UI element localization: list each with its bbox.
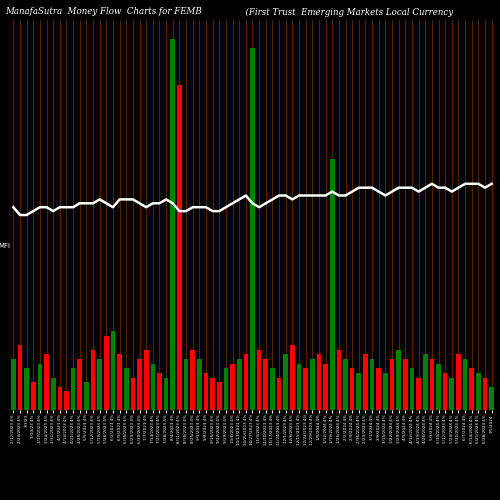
- Bar: [336, 350, 341, 410]
- Bar: [450, 378, 454, 410]
- Bar: [184, 359, 188, 410]
- Bar: [177, 85, 182, 410]
- Bar: [290, 345, 294, 410]
- Bar: [276, 378, 281, 410]
- Bar: [470, 368, 474, 410]
- Bar: [490, 387, 494, 410]
- Bar: [410, 368, 414, 410]
- Bar: [71, 368, 76, 410]
- Bar: [463, 359, 468, 410]
- Bar: [403, 359, 407, 410]
- Bar: [304, 368, 308, 410]
- Bar: [430, 359, 434, 410]
- Bar: [217, 382, 222, 410]
- Bar: [443, 373, 448, 410]
- Bar: [390, 359, 394, 410]
- Bar: [64, 392, 69, 410]
- Bar: [257, 350, 262, 410]
- Bar: [144, 350, 148, 410]
- Bar: [482, 378, 488, 410]
- Bar: [370, 359, 374, 410]
- Text: (First Trust  Emerging Markets Local Currency: (First Trust Emerging Markets Local Curr…: [240, 8, 453, 16]
- Bar: [58, 387, 62, 410]
- Bar: [376, 368, 381, 410]
- Bar: [124, 368, 128, 410]
- Bar: [244, 354, 248, 410]
- Bar: [383, 373, 388, 410]
- Bar: [230, 364, 235, 410]
- Bar: [104, 336, 108, 410]
- Bar: [157, 373, 162, 410]
- Bar: [324, 364, 328, 410]
- Bar: [396, 350, 401, 410]
- Bar: [118, 354, 122, 410]
- Bar: [330, 160, 334, 410]
- Bar: [204, 373, 208, 410]
- Bar: [84, 382, 88, 410]
- Bar: [18, 345, 22, 410]
- Bar: [137, 359, 142, 410]
- Bar: [270, 368, 275, 410]
- Bar: [224, 368, 228, 410]
- Bar: [31, 382, 36, 410]
- Bar: [316, 354, 322, 410]
- Bar: [11, 359, 16, 410]
- Bar: [310, 359, 314, 410]
- Bar: [476, 373, 480, 410]
- Bar: [170, 38, 175, 410]
- Bar: [363, 354, 368, 410]
- Bar: [264, 359, 268, 410]
- Bar: [416, 378, 421, 410]
- Text: MFI: MFI: [0, 243, 10, 249]
- Bar: [284, 354, 288, 410]
- Bar: [90, 350, 96, 410]
- Bar: [343, 359, 348, 410]
- Bar: [436, 364, 441, 410]
- Bar: [150, 364, 155, 410]
- Bar: [210, 378, 215, 410]
- Bar: [197, 359, 202, 410]
- Bar: [250, 48, 255, 410]
- Bar: [130, 378, 135, 410]
- Bar: [456, 354, 461, 410]
- Bar: [78, 359, 82, 410]
- Bar: [423, 354, 428, 410]
- Bar: [38, 364, 42, 410]
- Bar: [51, 378, 56, 410]
- Bar: [237, 359, 242, 410]
- Bar: [164, 378, 168, 410]
- Text: ManafaSutra  Money Flow  Charts for FEMB: ManafaSutra Money Flow Charts for FEMB: [5, 8, 202, 16]
- Bar: [350, 368, 354, 410]
- Bar: [190, 350, 195, 410]
- Bar: [24, 368, 29, 410]
- Bar: [98, 359, 102, 410]
- Bar: [44, 354, 49, 410]
- Bar: [110, 331, 116, 410]
- Bar: [356, 373, 361, 410]
- Bar: [296, 364, 302, 410]
